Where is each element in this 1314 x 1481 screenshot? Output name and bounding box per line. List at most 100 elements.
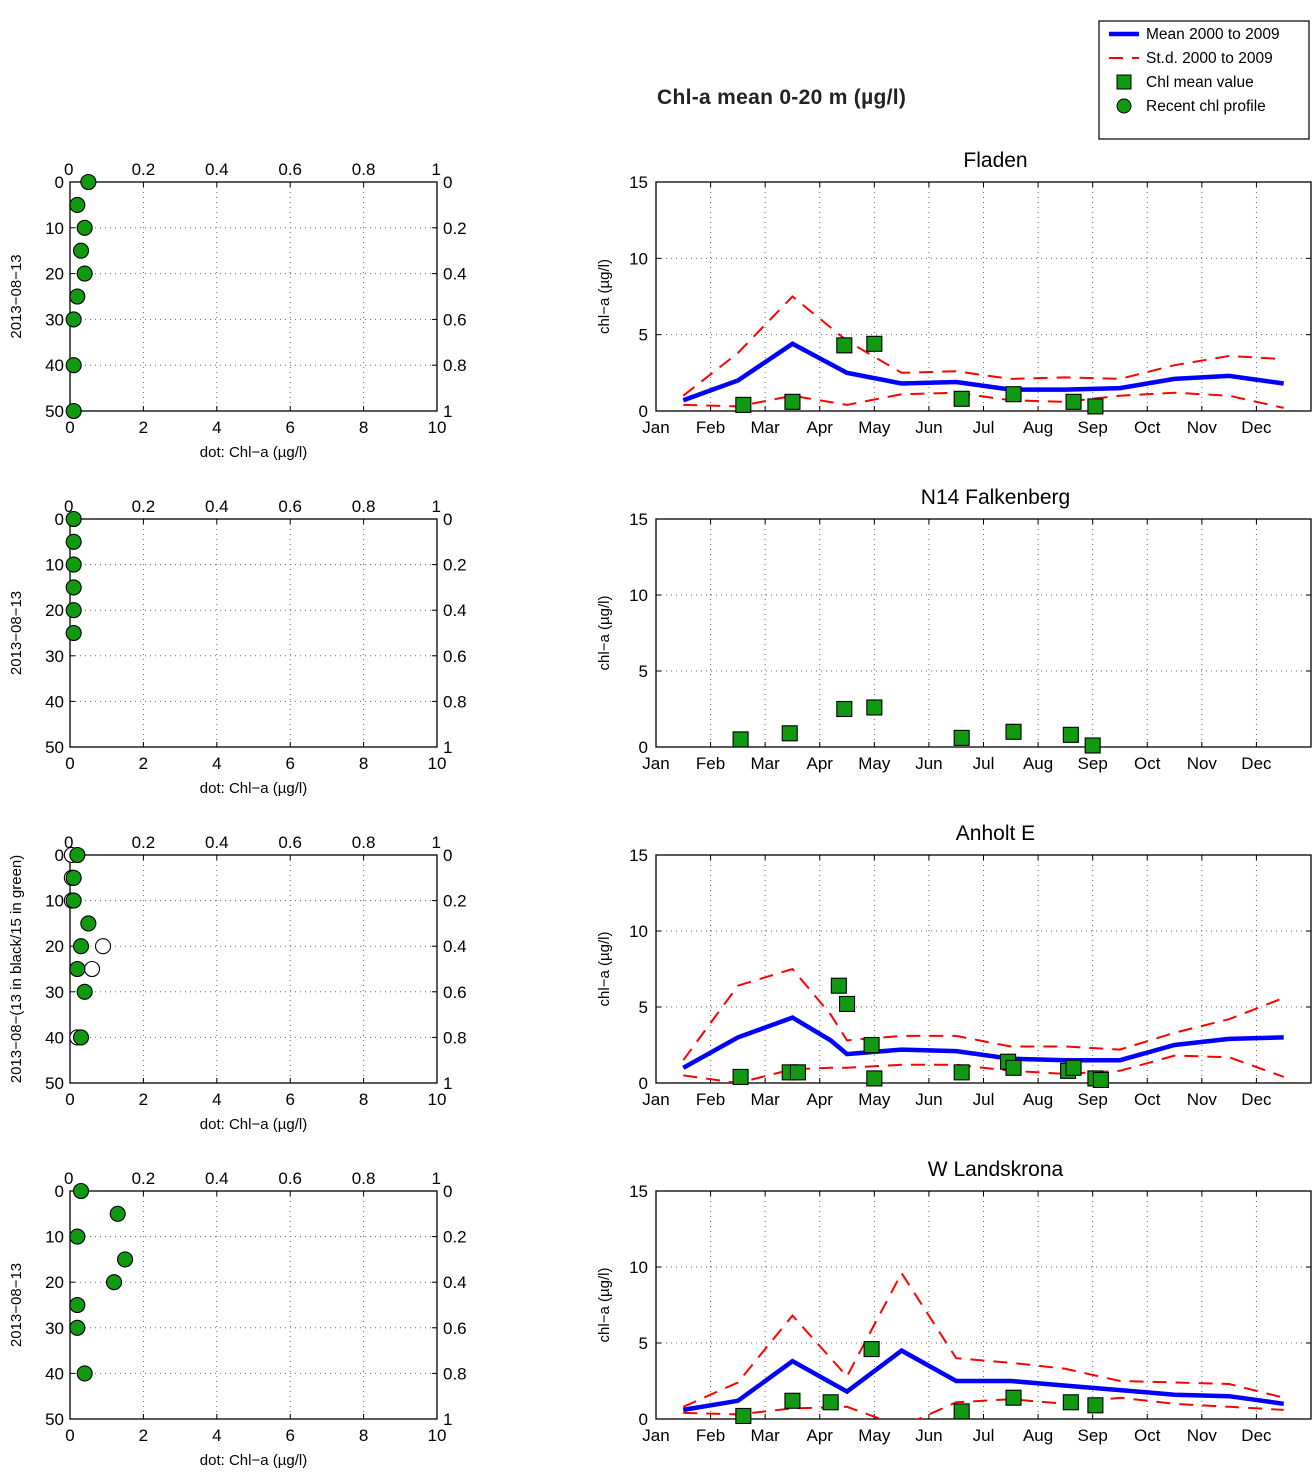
chl-mean-marker bbox=[953, 1403, 970, 1420]
y-tick-label: 30 bbox=[45, 310, 64, 329]
x-tick-label: 4 bbox=[212, 418, 221, 437]
top-tick-label: 0.6 bbox=[278, 833, 302, 852]
y-tick-label: 5 bbox=[639, 662, 648, 681]
profile-point bbox=[65, 402, 82, 420]
chl-mean-marker bbox=[1092, 1071, 1109, 1089]
top-tick-label: 0.2 bbox=[132, 497, 156, 516]
month-tick-label: May bbox=[858, 418, 891, 437]
plot-frame bbox=[69, 518, 438, 748]
y-tick-label: 0 bbox=[639, 402, 648, 421]
month-tick-label: Apr bbox=[807, 1090, 834, 1109]
month-tick-label: Oct bbox=[1134, 754, 1161, 773]
right-tick-label: 0.2 bbox=[443, 556, 467, 575]
chl-mean-marker bbox=[836, 700, 853, 718]
month-tick-label: Apr bbox=[807, 754, 834, 773]
chl-mean-marker bbox=[838, 995, 856, 1013]
y-axis-label: chl−a (µg/l) bbox=[596, 1268, 613, 1343]
top-tick-label: 0.6 bbox=[278, 160, 302, 179]
month-tick-label: Feb bbox=[696, 1090, 725, 1109]
page-title: Chl-a mean 0-20 m (µg/l) bbox=[657, 86, 907, 109]
legend-label: Recent chl profile bbox=[1146, 98, 1266, 115]
profile-point bbox=[69, 1319, 86, 1336]
chl-mean-marker bbox=[1005, 1059, 1022, 1076]
chl-mean-marker bbox=[789, 1064, 806, 1081]
top-tick-label: 1 bbox=[432, 160, 441, 179]
y-tick-label: 0 bbox=[639, 1074, 648, 1093]
top-tick-label: 0.8 bbox=[352, 833, 376, 852]
month-tick-label: May bbox=[858, 1426, 891, 1445]
month-tick-label: Nov bbox=[1187, 754, 1218, 773]
profile-point bbox=[69, 960, 86, 978]
plot-frame bbox=[69, 1190, 438, 1420]
x-tick-label: 2 bbox=[139, 1426, 148, 1445]
std-lower-line bbox=[683, 1054, 1285, 1083]
month-tick-label: Mar bbox=[751, 1090, 781, 1109]
month-tick-label: Aug bbox=[1023, 1426, 1053, 1445]
y-tick-label: 10 bbox=[45, 219, 64, 238]
month-tick-label: Oct bbox=[1134, 1426, 1161, 1445]
profile-point bbox=[65, 357, 82, 374]
x-tick-label: 0 bbox=[65, 1426, 74, 1445]
y-tick-label: 0 bbox=[55, 846, 64, 865]
mean-line bbox=[682, 1015, 1284, 1070]
month-tick-label: Sep bbox=[1078, 1426, 1108, 1445]
y-axis-label: 2013−08−13 bbox=[8, 591, 25, 675]
y-tick-label: 50 bbox=[45, 1410, 64, 1429]
top-tick-label: 0.6 bbox=[278, 1169, 302, 1188]
profile-point bbox=[65, 624, 82, 642]
top-tick-label: 0.4 bbox=[205, 160, 229, 179]
profile-point bbox=[80, 915, 97, 932]
y-axis-label: chl−a (µg/l) bbox=[596, 932, 613, 1007]
x-axis-label: dot: Chl−a (µg/l) bbox=[200, 1452, 307, 1469]
month-tick-label: Feb bbox=[696, 1426, 725, 1445]
chl-mean-marker bbox=[1087, 398, 1104, 415]
series-layer bbox=[682, 295, 1285, 409]
month-tick-label: Jun bbox=[915, 418, 942, 437]
x-tick-label: 0 bbox=[65, 754, 74, 773]
y-tick-label: 40 bbox=[45, 1028, 64, 1047]
y-axis-label: 2013−08−(13 in black/15 in green) bbox=[8, 855, 25, 1084]
profile-point bbox=[69, 1228, 86, 1245]
y-tick-label: 15 bbox=[629, 173, 648, 192]
y-tick-label: 30 bbox=[45, 983, 64, 1002]
y-tick-label: 10 bbox=[45, 892, 64, 911]
y-tick-label: 15 bbox=[629, 846, 648, 865]
top-tick-label: 0.4 bbox=[205, 1169, 229, 1188]
older-profile-point bbox=[83, 960, 101, 978]
x-tick-label: 8 bbox=[359, 1090, 368, 1109]
chl-mean-marker bbox=[1005, 723, 1022, 740]
month-tick-label: Jun bbox=[915, 1426, 942, 1445]
right-tick-label: 0.4 bbox=[443, 265, 467, 284]
profile-point bbox=[65, 869, 82, 886]
y-tick-label: 30 bbox=[45, 647, 64, 666]
profile-point bbox=[76, 983, 93, 1000]
x-tick-label: 10 bbox=[428, 754, 447, 773]
month-tick-label: Jun bbox=[915, 754, 942, 773]
right-tick-label: 0.2 bbox=[443, 892, 467, 911]
month-tick-label: Oct bbox=[1134, 1090, 1161, 1109]
y-tick-label: 40 bbox=[45, 1364, 64, 1383]
profile-point bbox=[72, 242, 90, 259]
y-tick-label: 40 bbox=[45, 692, 64, 711]
chl-mean-marker bbox=[781, 725, 798, 742]
profile-4: 0 2 4 6 8 100 0.2 0.4 0.6 0.8 10102030405000.20.40… bbox=[8, 1169, 467, 1469]
x-tick-label: 8 bbox=[359, 1426, 368, 1445]
profile-point bbox=[72, 938, 90, 955]
std-upper-line bbox=[682, 1271, 1284, 1408]
month-tick-label: Mar bbox=[751, 418, 781, 437]
profile-point bbox=[72, 1182, 90, 1200]
chl-mean-marker bbox=[1065, 393, 1082, 410]
y-tick-label: 10 bbox=[629, 249, 648, 268]
right-tick-label: 0.6 bbox=[443, 1319, 467, 1338]
top-tick-label: 1 bbox=[432, 1169, 441, 1188]
month-tick-label: Mar bbox=[751, 754, 781, 773]
right-tick-label: 0.8 bbox=[443, 692, 467, 711]
chl-mean-marker bbox=[1005, 386, 1022, 403]
plot-frame bbox=[69, 181, 438, 412]
month-tick-label: Dec bbox=[1241, 754, 1272, 773]
chl-mean-marker bbox=[866, 1070, 883, 1087]
panel-title: N14 Falkenberg bbox=[921, 486, 1070, 509]
month-tick-label: Sep bbox=[1078, 418, 1108, 437]
right-tick-label: 0 bbox=[443, 510, 452, 529]
chl-mean-marker bbox=[1062, 1394, 1079, 1411]
